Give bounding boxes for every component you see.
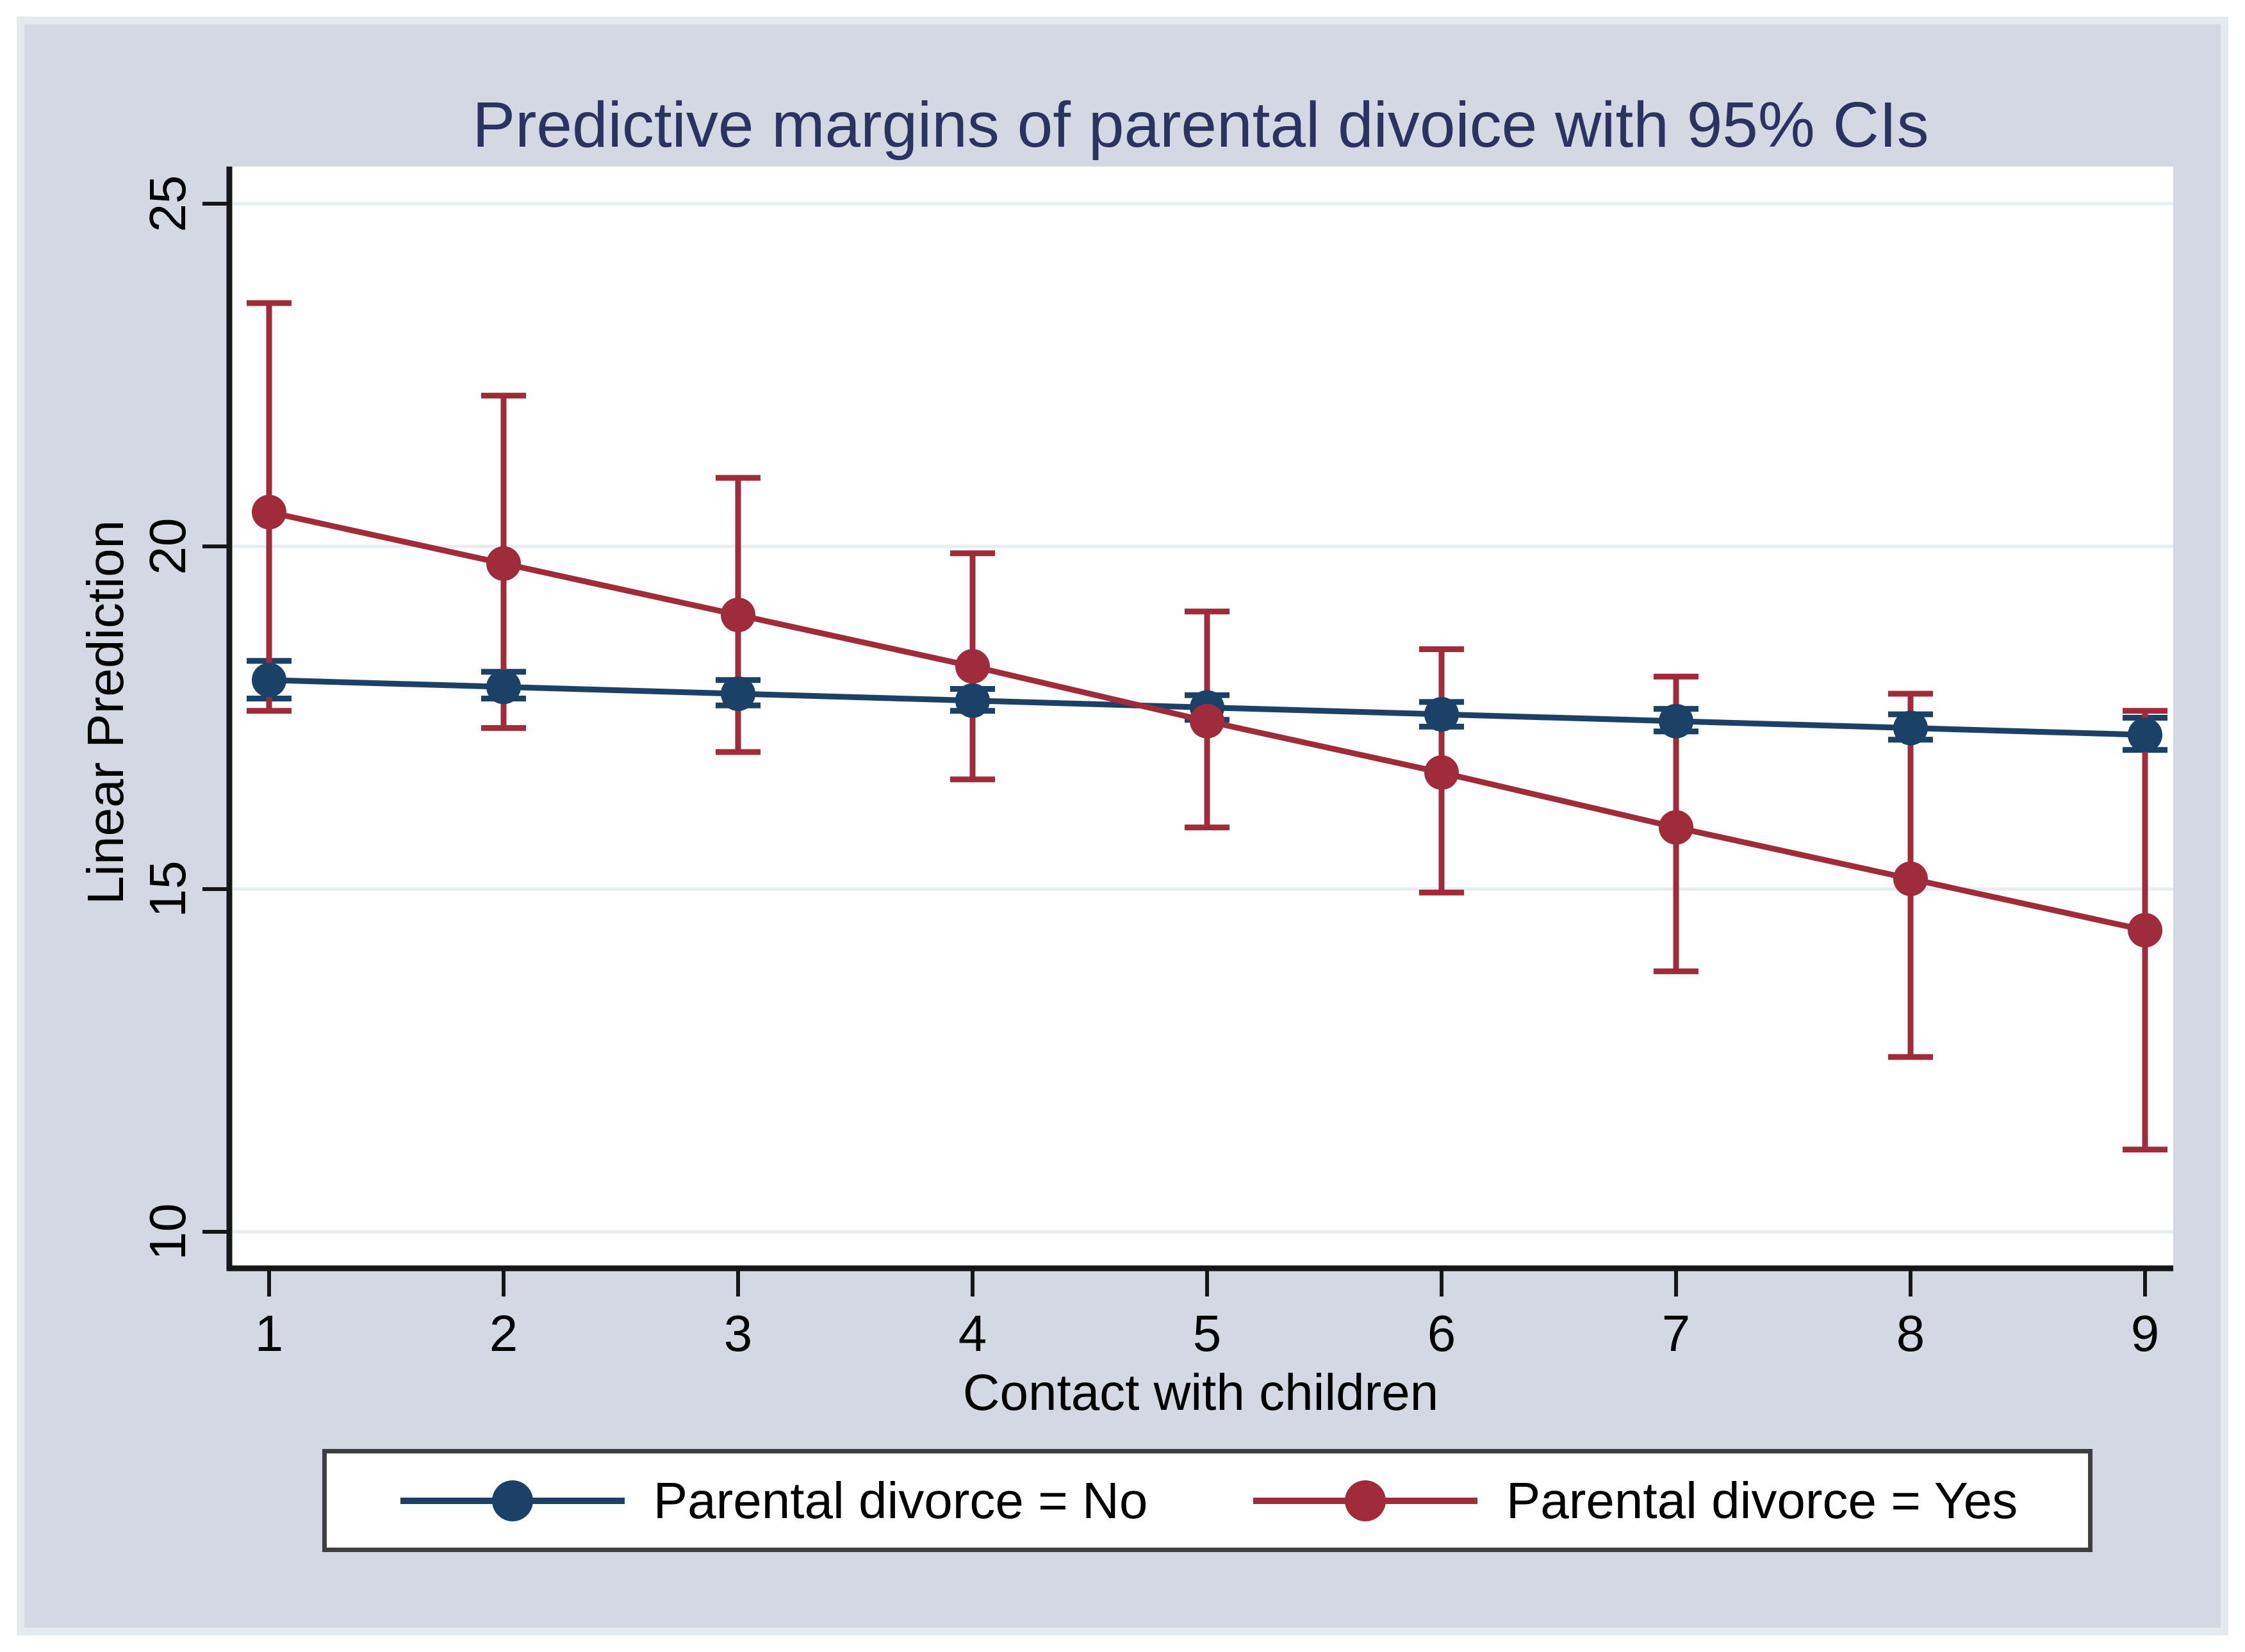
x-tick-label: 2 <box>489 1305 518 1362</box>
data-point-marker <box>2128 913 2162 948</box>
data-point-marker <box>2128 717 2162 753</box>
data-point-marker <box>1424 755 1459 790</box>
data-point-marker <box>252 662 286 698</box>
legend-entry-yes: Parental divorce = Yes <box>1250 1466 2018 1536</box>
x-axis-title: Contact with children <box>962 1364 1439 1421</box>
chart-title: Predictive margins of parental divoice w… <box>472 89 1929 161</box>
legend-marker <box>491 1480 533 1521</box>
line-circle-marker-icon <box>400 1480 625 1521</box>
data-point-marker <box>721 676 755 712</box>
x-tick-label: 1 <box>254 1305 284 1362</box>
y-tick-label: 20 <box>139 518 196 575</box>
data-point-marker <box>486 669 521 705</box>
legend-label: Parental divorce = No <box>653 1471 1148 1529</box>
x-tick-label: 8 <box>1896 1305 1925 1362</box>
data-point-marker <box>955 649 990 684</box>
legend-entry-no: Parental divorce = No <box>397 1466 1148 1536</box>
data-point-marker <box>955 683 990 718</box>
data-point-marker <box>1190 703 1224 739</box>
line-circle-marker-icon <box>1253 1480 1477 1521</box>
x-tick-label: 6 <box>1427 1305 1456 1362</box>
y-tick-label: 25 <box>139 175 196 233</box>
y-tick-label: 10 <box>139 1203 196 1261</box>
x-tick-label: 4 <box>958 1305 987 1362</box>
data-point-marker <box>1659 703 1693 739</box>
y-tick-label: 15 <box>139 860 196 918</box>
x-tick-label: 5 <box>1192 1305 1222 1362</box>
data-point-marker <box>486 546 521 581</box>
data-point-marker <box>1893 861 1928 896</box>
legend: Parental divorce = No Parental divorce =… <box>322 1449 2093 1552</box>
data-point-marker <box>721 598 755 632</box>
legend-marker <box>1344 1480 1386 1521</box>
x-tick-label: 7 <box>1661 1305 1691 1362</box>
y-axis-title: Linear Prediction <box>77 519 134 905</box>
data-point-marker <box>252 495 286 530</box>
data-point-marker <box>1424 697 1459 732</box>
data-point-marker <box>1659 810 1693 845</box>
data-point-marker <box>1893 710 1928 746</box>
x-tick-label: 9 <box>2130 1305 2160 1362</box>
legend-label: Parental divorce = Yes <box>1506 1471 2018 1529</box>
x-tick-label: 3 <box>723 1305 753 1362</box>
